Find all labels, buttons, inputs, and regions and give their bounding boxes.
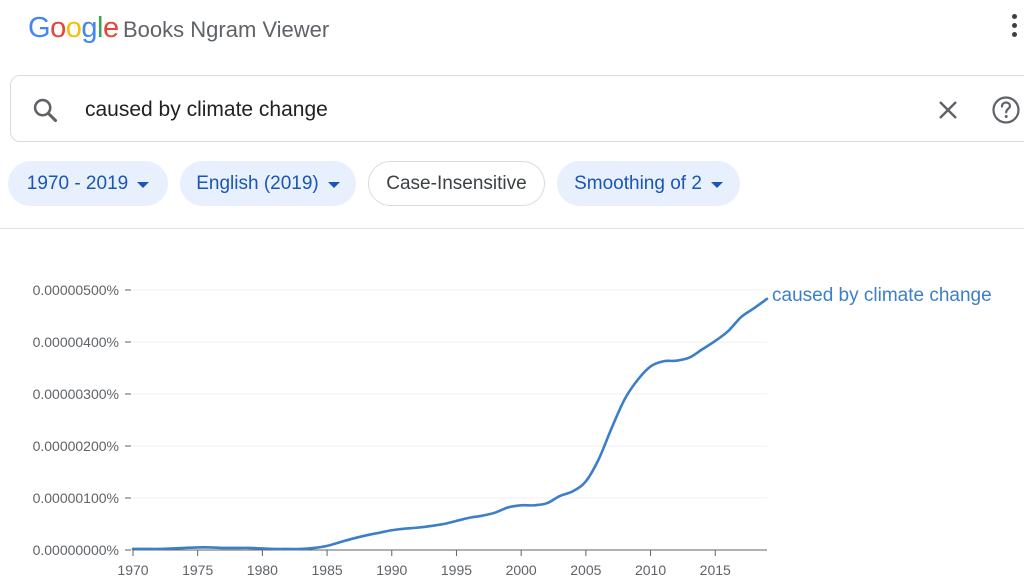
y-tick-label: 0.00000300% xyxy=(33,386,119,402)
logo-letter: l xyxy=(96,12,103,44)
x-tick-label: 1975 xyxy=(182,562,213,578)
x-tick-label: 1990 xyxy=(376,562,407,578)
logo-letter: e xyxy=(102,12,119,44)
chevron-down-icon xyxy=(327,181,340,188)
y-tick-label: 0.00000400% xyxy=(33,334,119,350)
corpus-label: English (2019) xyxy=(196,172,319,194)
search-input[interactable] xyxy=(83,90,887,130)
chevron-down-icon xyxy=(137,181,150,188)
google-logo[interactable]: Google xyxy=(28,12,119,45)
search-icon[interactable] xyxy=(31,96,59,124)
series-label: caused by climate change xyxy=(772,285,992,306)
help-icon[interactable] xyxy=(991,95,1021,125)
close-icon[interactable] xyxy=(936,98,960,122)
app-header: Google Books Ngram Viewer xyxy=(0,0,1024,62)
logo-letter: g xyxy=(81,12,97,44)
x-tick-label: 2010 xyxy=(635,562,666,578)
logo-letter: o xyxy=(65,12,82,44)
case-insensitive-label: Case-Insensitive xyxy=(386,172,527,194)
year-range-label: 1970 - 2019 xyxy=(26,172,129,194)
y-tick-label: 0.00000000% xyxy=(33,542,119,558)
y-tick-label: 0.00000100% xyxy=(33,490,119,506)
series-line xyxy=(131,297,769,551)
app-title: Books Ngram Viewer xyxy=(123,17,330,42)
year-range-chip[interactable]: 1970 - 2019 xyxy=(8,161,168,206)
search-box xyxy=(10,75,1024,142)
logo-letter: o xyxy=(50,12,66,44)
corpus-chip[interactable]: English (2019) xyxy=(180,161,356,206)
x-tick-label: 2015 xyxy=(700,562,731,578)
chevron-down-icon xyxy=(710,181,723,188)
x-tick-label: 1985 xyxy=(312,562,343,578)
x-tick-label: 1970 xyxy=(117,562,148,578)
smoothing-label: Smoothing of 2 xyxy=(574,172,702,194)
x-tick-label: 1995 xyxy=(441,562,472,578)
x-tick-label: 2000 xyxy=(506,562,537,578)
y-tick-label: 0.00000500% xyxy=(33,282,119,298)
case-insensitive-chip[interactable]: Case-Insensitive xyxy=(368,161,545,206)
more-vert-icon[interactable] xyxy=(1010,14,1018,44)
x-tick-label: 1980 xyxy=(247,562,278,578)
ngram-chart: 0.00000000% 0.00000100% 0.00000200% 0.00000… xyxy=(33,282,992,578)
divider xyxy=(0,228,1024,229)
logo-letter: G xyxy=(28,12,51,44)
x-tick-label: 2005 xyxy=(570,562,601,578)
y-tick-label: 0.00000200% xyxy=(33,438,119,454)
smoothing-chip[interactable]: Smoothing of 2 xyxy=(557,161,740,206)
